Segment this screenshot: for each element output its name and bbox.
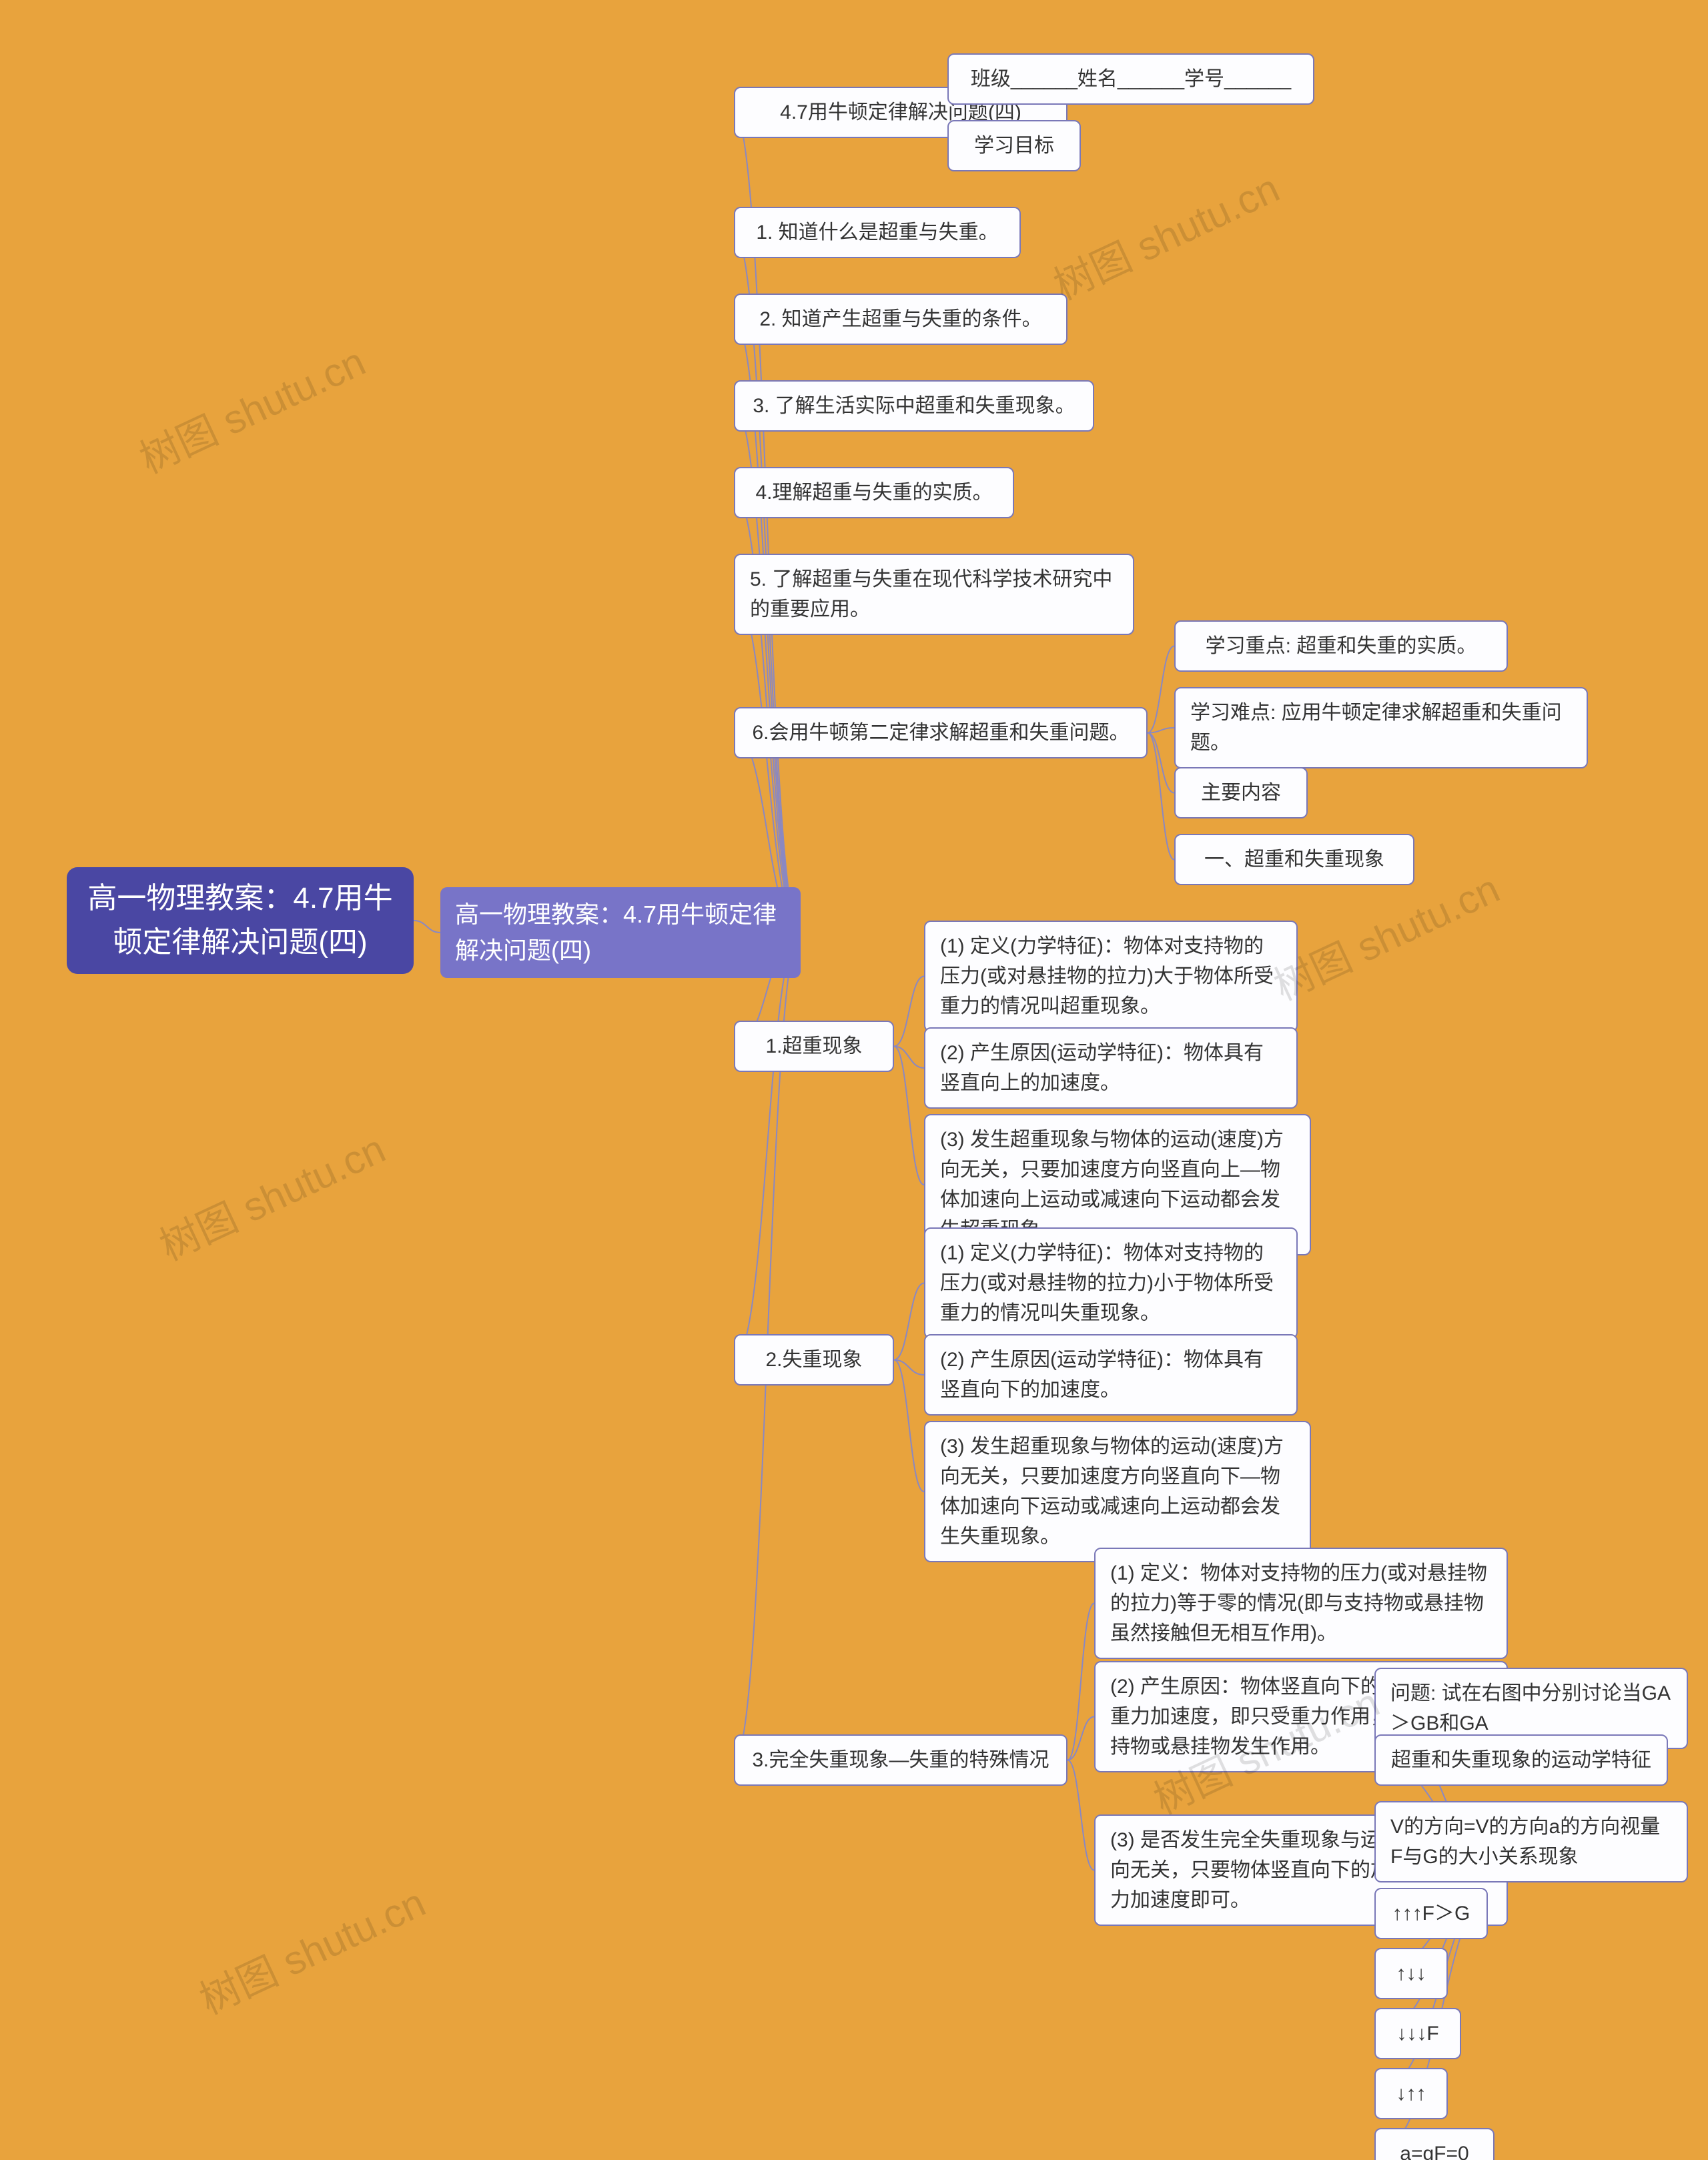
node-label: 6.会用牛顿第二定律求解超重和失重问题。 [752,718,1129,748]
node-label: 高一物理教案：4.7用牛顿定律解决问题(四) [81,877,399,965]
node-label: 2.失重现象 [765,1345,862,1375]
node-root: 高一物理教案：4.7用牛顿定律解决问题(四) [67,867,414,974]
node-d2: 超重和失重现象的运动学特征 [1374,1734,1668,1786]
node-label: 问题: 试在右图中分别讨论当GA＞GB和GA [1390,1678,1672,1738]
node-label: ↑↑↑F＞G [1392,1899,1470,1929]
node-label: 一、超重和失重现象 [1204,845,1384,875]
node-label: 4.理解超重与失重的实质。 [755,478,992,508]
watermark: 树图 shutu.cn [149,1117,393,1272]
node-label: (1) 定义(力学特征)：物体对支持物的压力(或对悬挂物的拉力)大于物体所受重力… [940,931,1282,1021]
node-label: 学习难点: 应用牛顿定律求解超重和失重问题。 [1190,698,1572,758]
node-b6a: 学习重点: 超重和失重的实质。 [1174,620,1508,672]
node-label: 2. 知道产生超重与失重的条件。 [759,304,1041,334]
node-a2: 学习目标 [947,120,1081,171]
node-label: 5. 了解超重与失重在现代科学技术研究中的重要应用。 [750,564,1118,624]
node-l1: 高一物理教案：4.7用牛顿定律解决问题(四) [440,887,801,978]
node-b6d: 一、超重和失重现象 [1174,834,1414,885]
node-b6: 6.会用牛顿第二定律求解超重和失重问题。 [734,707,1148,758]
node-label: (1) 定义：物体对支持物的压力(或对悬挂物的拉力)等于零的情况(即与支持物或悬… [1110,1558,1492,1648]
node-c1: 1.超重现象 [734,1021,894,1072]
watermark: 树图 shutu.cn [1043,157,1287,312]
node-label: 高一物理教案：4.7用牛顿定律解决问题(四) [455,897,786,969]
node-c2c: (3) 发生超重现象与物体的运动(速度)方向无关，只要加速度方向竖直向下—物体加… [924,1421,1311,1562]
node-c2: 2.失重现象 [734,1334,894,1386]
node-label: (2) 产生原因(运动学特征)：物体具有竖直向上的加速度。 [940,1038,1282,1098]
node-d5: ↑↓↓ [1374,1948,1448,1999]
node-c3: 3.完全失重现象—失重的特殊情况 [734,1734,1068,1786]
node-label: a=gF=0 [1400,2139,1468,2160]
node-c1a: (1) 定义(力学特征)：物体对支持物的压力(或对悬挂物的拉力)大于物体所受重力… [924,921,1298,1032]
watermark: 树图 shutu.cn [189,1871,433,2026]
node-label: (2) 产生原因(运动学特征)：物体具有竖直向下的加速度。 [940,1345,1282,1405]
node-label: (3) 发生超重现象与物体的运动(速度)方向无关，只要加速度方向竖直向下—物体加… [940,1432,1295,1552]
node-c3a: (1) 定义：物体对支持物的压力(或对悬挂物的拉力)等于零的情况(即与支持物或悬… [1094,1548,1508,1659]
node-b2: 2. 知道产生超重与失重的条件。 [734,294,1068,345]
node-b1: 1. 知道什么是超重与失重。 [734,207,1021,258]
node-label: 班级______姓名______学号______ [971,64,1291,94]
node-b4: 4.理解超重与失重的实质。 [734,467,1014,518]
node-label: 3. 了解生活实际中超重和失重现象。 [753,391,1075,421]
node-label: ↓↓↓F [1396,2019,1438,2049]
node-d6: ↓↓↓F [1374,2008,1461,2059]
node-b3: 3. 了解生活实际中超重和失重现象。 [734,380,1094,432]
node-label: ↓↑↑ [1396,2079,1426,2109]
node-d4: ↑↑↑F＞G [1374,1888,1488,1939]
node-a1: 班级______姓名______学号______ [947,53,1314,105]
node-c2b: (2) 产生原因(运动学特征)：物体具有竖直向下的加速度。 [924,1334,1298,1416]
node-d7: ↓↑↑ [1374,2068,1448,2119]
node-d3: V的方向=V的方向a的方向视量F与G的大小关系现象 [1374,1801,1688,1882]
node-label: 1. 知道什么是超重与失重。 [756,217,998,247]
node-label: 主要内容 [1201,778,1281,808]
node-label: 1.超重现象 [765,1031,862,1061]
node-b6b: 学习难点: 应用牛顿定律求解超重和失重问题。 [1174,687,1588,768]
node-label: (3) 发生超重现象与物体的运动(速度)方向无关，只要加速度方向竖直向上—物体加… [940,1125,1295,1245]
node-label: (1) 定义(力学特征)：物体对支持物的压力(或对悬挂物的拉力)小于物体所受重力… [940,1238,1282,1328]
mindmap-canvas: 高一物理教案：4.7用牛顿定律解决问题(四) 高一物理教案：4.7用牛顿定律解决问… [0,0,1708,2160]
node-b5: 5. 了解超重与失重在现代科学技术研究中的重要应用。 [734,554,1134,635]
node-b6c: 主要内容 [1174,767,1308,819]
node-c2a: (1) 定义(力学特征)：物体对支持物的压力(或对悬挂物的拉力)小于物体所受重力… [924,1227,1298,1339]
node-c1b: (2) 产生原因(运动学特征)：物体具有竖直向上的加速度。 [924,1027,1298,1109]
node-label: 超重和失重现象的运动学特征 [1391,1745,1651,1775]
node-label: 学习目标 [974,131,1054,161]
node-label: V的方向=V的方向a的方向视量F与G的大小关系现象 [1390,1812,1672,1872]
node-d8: a=gF=0 [1374,2128,1494,2160]
node-label: 学习重点: 超重和失重的实质。 [1206,631,1477,661]
watermark: 树图 shutu.cn [129,330,373,485]
node-label: 3.完全失重现象—失重的特殊情况 [752,1745,1049,1775]
node-label: ↑↓↓ [1396,1959,1426,1989]
